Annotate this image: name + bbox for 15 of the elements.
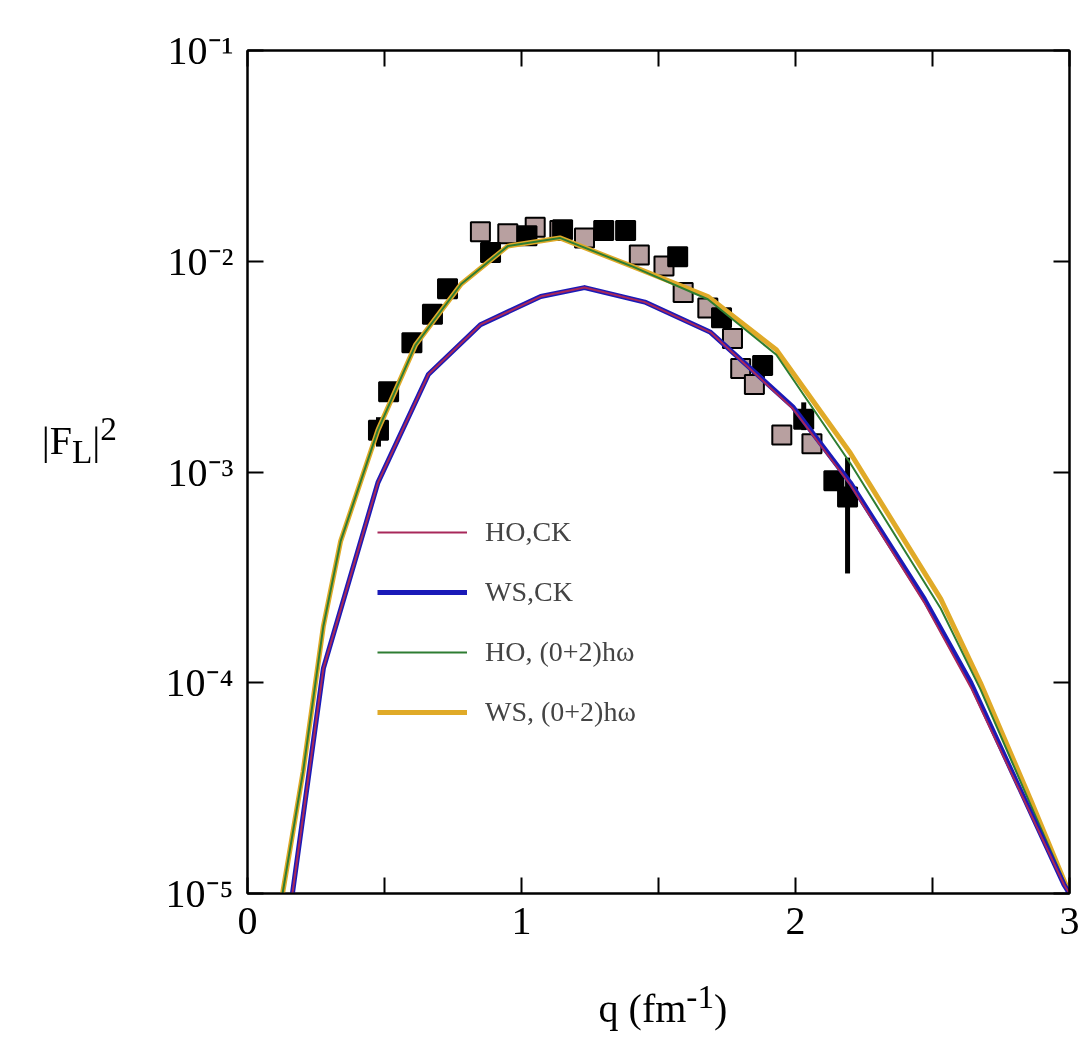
y-tick-label: 10⁻⁵ bbox=[165, 871, 234, 916]
legend-label: WS,CK bbox=[485, 576, 573, 608]
y-tick-label: 10⁻⁴ bbox=[165, 660, 234, 706]
legend-label: HO,CK bbox=[485, 516, 572, 548]
legend-label: WS, (0+2)hω bbox=[485, 696, 636, 728]
x-axis-title: q (fm$^{-1}$) bbox=[597, 977, 729, 1034]
x-tick-label: 0 bbox=[237, 897, 258, 943]
y-tick-label: 10⁻³ bbox=[167, 449, 234, 495]
x-tick-label: 2 bbox=[785, 897, 806, 943]
x-tick-label: 1 bbox=[511, 897, 532, 943]
y-tick-label: 10⁻¹ bbox=[167, 28, 234, 73]
y-tick-label: 10⁻² bbox=[167, 238, 234, 284]
legend-label: HO, (0+2)hω bbox=[485, 636, 635, 668]
x-tick-label: 3 bbox=[1059, 897, 1080, 943]
y-axis-title: |F$_{L}$|$^{2}$ bbox=[40, 409, 117, 473]
